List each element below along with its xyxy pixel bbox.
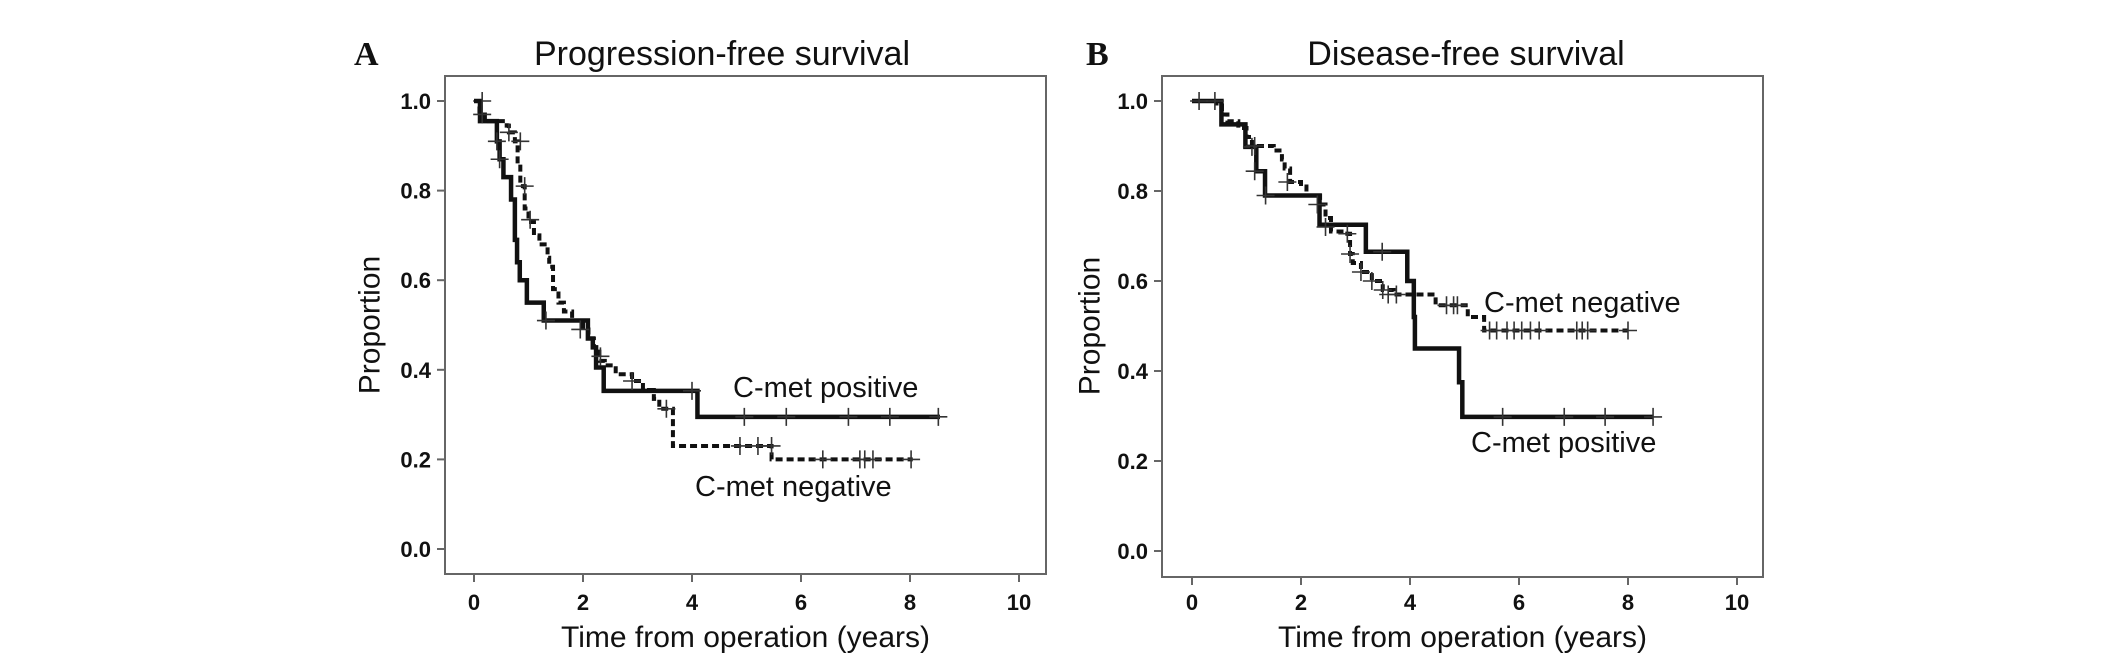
chart-title: Progression-free survival <box>534 35 910 73</box>
panel-a: A Progression-free survival 0.0 0.2 0.4 0.6 0.… <box>354 35 1047 654</box>
y-tick-label: 0.0 <box>400 537 431 562</box>
censor-mark <box>1578 321 1597 340</box>
censor-mark <box>490 150 509 169</box>
survival-curve-c-met-negative <box>474 99 913 462</box>
y-tick-label: 0.0 <box>1117 539 1148 564</box>
y-tick-label: 0.6 <box>1117 269 1148 294</box>
censor-mark <box>839 407 858 426</box>
censor-mark <box>1596 407 1615 426</box>
censor-mark <box>1373 281 1392 299</box>
censor-mark <box>571 320 590 339</box>
y-axis-label: Proportion <box>354 256 387 394</box>
series-label-c-met-negative: C-met negative <box>695 471 892 503</box>
y-tick-label: 0.6 <box>400 268 431 293</box>
censor-mark <box>1245 137 1264 155</box>
x-tick-label: 4 <box>1404 590 1417 615</box>
y-tick-label: 0.4 <box>400 358 431 383</box>
censor-mark <box>762 436 781 455</box>
censor-mark <box>515 177 534 196</box>
censor-mark <box>657 399 676 418</box>
series-label-c-met-positive: C-met positive <box>1471 427 1656 459</box>
y-tick-label: 1.0 <box>400 89 431 114</box>
x-axis-label: Time from operation (years) <box>561 621 930 654</box>
censor-mark <box>1245 162 1264 181</box>
x-tick-label: 0 <box>1186 590 1198 615</box>
y-axis-label: Proportion <box>1074 257 1107 395</box>
x-tick-label: 10 <box>1725 590 1749 615</box>
x-axis-label: Time from operation (years) <box>1278 621 1647 654</box>
plot-frame <box>444 75 1047 575</box>
censor-mark <box>536 311 555 330</box>
panel-label: A <box>354 36 379 73</box>
censor-mark <box>473 105 492 124</box>
censor-mark <box>1387 285 1406 304</box>
plot-frame <box>1161 75 1764 578</box>
censor-mark <box>1530 321 1549 340</box>
censor-mark <box>735 407 754 426</box>
y-tick-label: 0.2 <box>1117 449 1148 474</box>
censor-mark <box>813 450 832 469</box>
censor-mark <box>511 132 530 151</box>
x-tick-label: 8 <box>904 590 916 615</box>
censor-mark <box>1362 272 1381 290</box>
censor-mark <box>1619 321 1637 340</box>
censor-mark <box>1373 242 1392 261</box>
censor-mark <box>1256 186 1275 205</box>
censor-mark <box>591 347 610 366</box>
censor-mark <box>777 407 796 426</box>
censor-mark <box>1338 224 1357 243</box>
chart-title: Disease-free survival <box>1307 35 1624 73</box>
panel-label: B <box>1086 36 1109 73</box>
censor-mark <box>1493 407 1512 426</box>
censor-mark <box>1205 92 1224 110</box>
x-tick-label: 2 <box>1295 590 1307 615</box>
censor-mark <box>1316 218 1335 236</box>
censor-mark <box>1278 173 1297 191</box>
x-tick-label: 6 <box>1513 590 1525 615</box>
y-tick-label: 0.2 <box>400 447 431 472</box>
censor-mark <box>683 381 701 400</box>
censor-mark <box>730 436 749 455</box>
censor-mark <box>521 210 540 229</box>
x-tick-label: 10 <box>1007 590 1031 615</box>
censor-mark <box>929 407 948 426</box>
censor-mark <box>1190 92 1209 110</box>
censor-mark <box>902 450 921 469</box>
x-tick-label: 4 <box>686 590 699 615</box>
censor-mark <box>1341 245 1360 263</box>
y-tick-label: 0.8 <box>1117 179 1148 204</box>
censor-mark <box>1555 407 1574 426</box>
censor-mark <box>1308 195 1327 214</box>
y-tick-label: 1.0 <box>1117 89 1148 114</box>
censor-mark <box>623 372 642 390</box>
x-tick-label: 8 <box>1622 590 1634 615</box>
censor-mark <box>499 123 518 142</box>
censor-mark <box>1644 407 1663 426</box>
panel-b: B Disease-free survival 0.0 0.2 0.4 0.6 0.8 1.0… <box>1074 35 1764 654</box>
censor-mark <box>1351 263 1370 281</box>
survival-curve-c-met-positive <box>1192 98 1654 420</box>
x-tick-label: 0 <box>468 590 480 615</box>
survival-curve-c-met-positive <box>474 98 940 420</box>
censor-mark <box>1448 296 1467 315</box>
censor-mark <box>863 450 882 469</box>
y-tick-label: 0.8 <box>400 179 431 204</box>
censor-mark <box>487 132 506 151</box>
series-label-c-met-negative: C-met negative <box>1484 287 1681 319</box>
y-tick-label: 0.4 <box>1117 359 1148 384</box>
x-tick-label: 2 <box>577 590 589 615</box>
x-tick-label: 6 <box>795 590 807 615</box>
series-label-c-met-positive: C-met positive <box>733 372 918 404</box>
censor-mark <box>880 407 899 426</box>
